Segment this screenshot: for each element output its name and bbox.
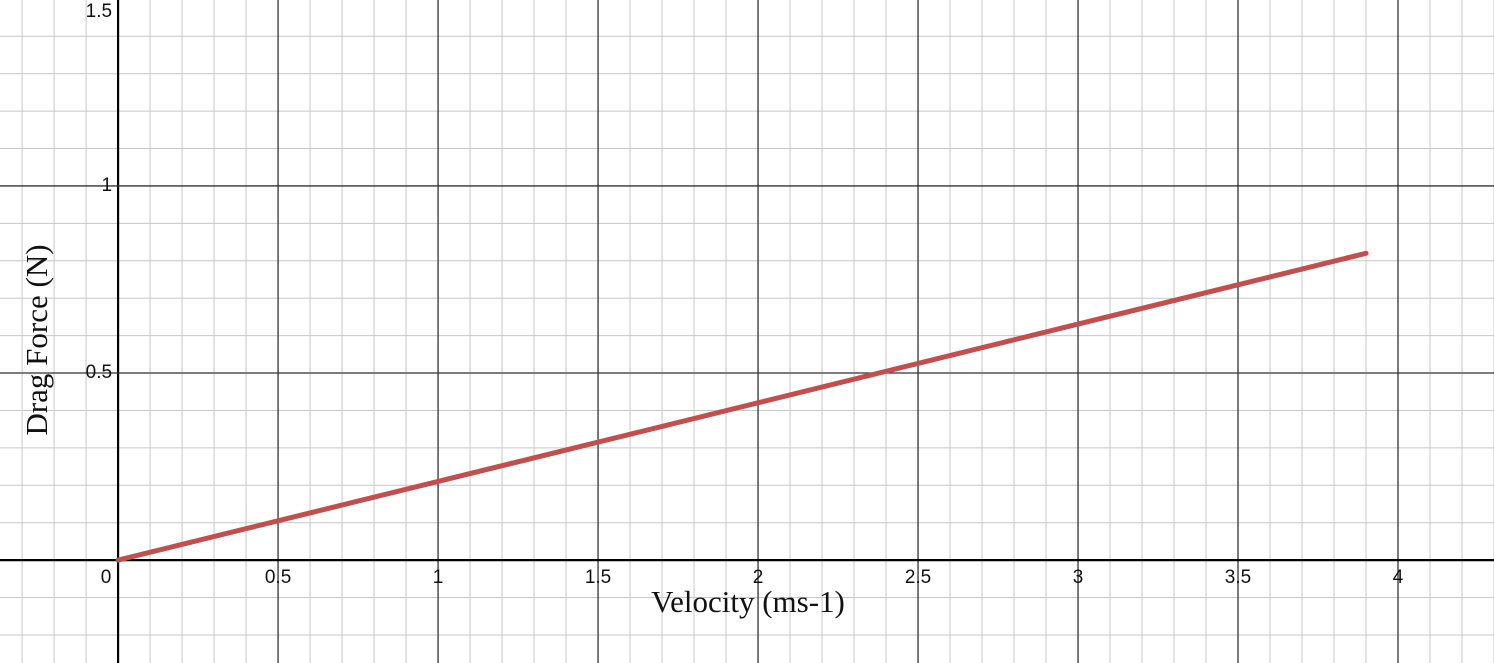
y-axis-title: Drag Force (N) — [19, 244, 54, 435]
x-axis-title: Velocity (ms-1) — [651, 584, 845, 619]
x-tick-label: 4 — [1393, 567, 1404, 588]
y-tick-label: 0.5 — [86, 362, 112, 383]
x-tick-label: 1.5 — [585, 567, 611, 588]
y-tick-label: 1 — [101, 175, 112, 196]
x-tick-label: 0 — [101, 567, 112, 588]
plot: 0 0.5 1 1.5 2 2.5 3 3.5 4 0.5 1 1.5 — [86, 1, 1404, 588]
x-tick-label: 2 — [753, 567, 764, 588]
data-line — [115, 250, 1369, 563]
x-tick-label: 3 — [1073, 567, 1084, 588]
y-tick-label: 1.5 — [86, 1, 112, 22]
x-tick-label: 1 — [433, 567, 444, 588]
x-tick-label: 3.5 — [1225, 567, 1251, 588]
x-tick-label: 2.5 — [905, 567, 931, 588]
x-tick-label: 0.5 — [265, 567, 291, 588]
